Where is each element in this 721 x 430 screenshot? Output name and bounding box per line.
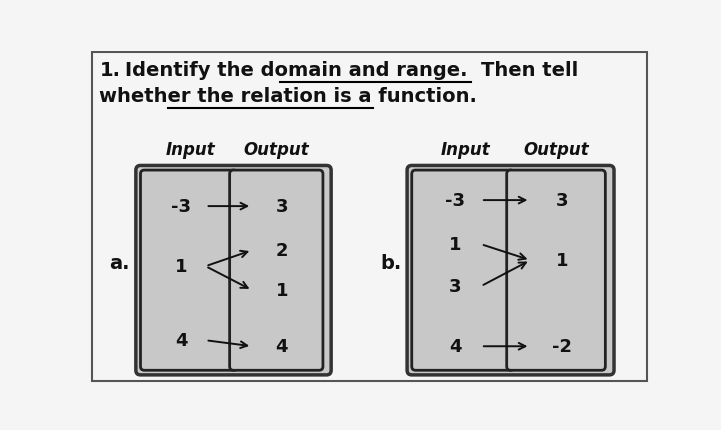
- Text: 1: 1: [449, 236, 461, 254]
- Text: -3: -3: [172, 198, 191, 215]
- Text: 4: 4: [449, 338, 461, 356]
- Text: 3: 3: [449, 277, 461, 295]
- FancyBboxPatch shape: [407, 166, 614, 375]
- Text: 1.: 1.: [99, 61, 120, 80]
- Text: whether the relation is a function.: whether the relation is a function.: [99, 87, 477, 106]
- Text: a.: a.: [110, 253, 130, 272]
- Text: Input: Input: [441, 141, 490, 158]
- Text: Output: Output: [523, 141, 589, 158]
- Text: 1: 1: [556, 252, 568, 270]
- FancyBboxPatch shape: [141, 171, 237, 370]
- Text: Output: Output: [244, 141, 309, 158]
- Text: 1: 1: [275, 282, 288, 299]
- Text: 3: 3: [275, 198, 288, 215]
- FancyBboxPatch shape: [136, 166, 331, 375]
- Text: 3: 3: [556, 192, 568, 209]
- FancyBboxPatch shape: [412, 171, 514, 370]
- Text: 2: 2: [275, 242, 288, 260]
- Text: 1: 1: [175, 258, 187, 276]
- FancyBboxPatch shape: [229, 171, 323, 370]
- Text: b.: b.: [380, 253, 402, 272]
- Text: -2: -2: [552, 338, 572, 356]
- Text: Identify the domain and range.  Then tell: Identify the domain and range. Then tell: [125, 61, 578, 80]
- FancyBboxPatch shape: [92, 53, 647, 381]
- FancyBboxPatch shape: [507, 171, 606, 370]
- Text: 4: 4: [275, 338, 288, 356]
- Text: -3: -3: [446, 192, 465, 209]
- Text: 4: 4: [175, 332, 187, 350]
- Text: Input: Input: [166, 141, 216, 158]
